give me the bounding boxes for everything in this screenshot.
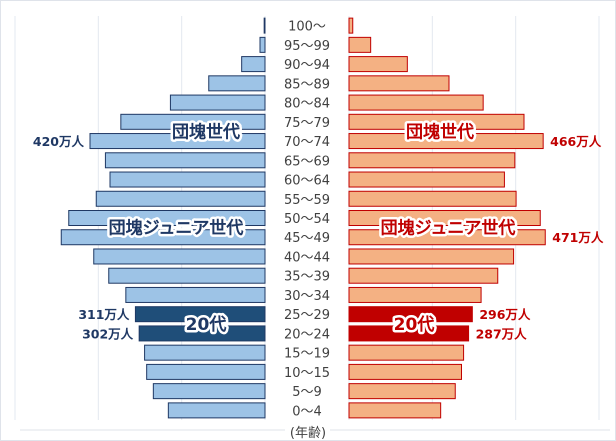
bar-right <box>348 190 517 207</box>
data-label: 302万人 <box>82 326 134 341</box>
age-tick-label: 40～44 <box>284 250 330 265</box>
data-label: 420万人 <box>33 134 85 149</box>
age-tick-label: 30～34 <box>284 289 330 304</box>
bar-right <box>348 267 499 284</box>
data-label: 287万人 <box>476 326 528 341</box>
bar-left <box>95 190 266 207</box>
bar-left <box>144 344 266 361</box>
bar-left <box>108 267 266 284</box>
age-tick-label: 70～74 <box>284 135 330 150</box>
bar-left <box>241 56 266 73</box>
bar-left <box>146 363 266 380</box>
bar-right <box>348 75 450 92</box>
age-tick-label: 0～4 <box>292 404 322 419</box>
annotation-left: 団塊世代 <box>172 121 240 142</box>
bar-left <box>60 229 266 246</box>
age-tick-label: 65～69 <box>284 154 330 169</box>
bar-right <box>348 113 525 130</box>
age-tick-label: 35～39 <box>284 270 330 285</box>
annotation-left: 団塊ジュニア世代 <box>109 218 244 239</box>
bar-right <box>348 325 470 342</box>
bar-right <box>348 171 505 188</box>
annotation-right: 20代 <box>394 314 435 335</box>
data-label: 471万人 <box>552 230 604 245</box>
bar-right <box>348 248 515 265</box>
bar-right <box>348 152 516 169</box>
bar-right <box>348 56 408 73</box>
age-tick-label: 25～29 <box>284 308 330 323</box>
bar-left <box>134 306 266 323</box>
age-tick-label: 90～94 <box>284 58 330 73</box>
age-tick-label: 95～99 <box>284 39 330 54</box>
bar-right <box>348 36 372 53</box>
data-label: 311万人 <box>78 307 130 322</box>
bar-left <box>109 171 266 188</box>
bar-left <box>104 152 266 169</box>
annotation-right: 団塊ジュニア世代 <box>381 218 516 239</box>
age-tick-label: 5～9 <box>292 385 322 400</box>
bar-right <box>348 306 473 323</box>
data-label: 466万人 <box>550 134 602 149</box>
bar-left <box>125 286 266 303</box>
axis-label: (年齢) <box>290 426 326 441</box>
bar-left <box>263 17 266 34</box>
age-tick-label: 55～59 <box>284 193 330 208</box>
age-tick-label: 10～15 <box>284 366 330 381</box>
bar-right <box>348 402 442 419</box>
age-tick-label: 75～79 <box>284 116 330 131</box>
bar-right <box>348 229 546 246</box>
bar-left <box>89 133 266 150</box>
annotation-right: 団塊世代 <box>406 121 474 142</box>
bar-left <box>152 383 266 400</box>
bar-left <box>138 325 266 342</box>
bar-left <box>208 75 266 92</box>
age-tick-label: 45～49 <box>284 231 330 246</box>
age-tick-label: 50～54 <box>284 212 330 227</box>
age-tick-label: 80～84 <box>284 97 330 112</box>
annotation-left: 20代 <box>186 314 227 335</box>
bar-left <box>93 248 266 265</box>
age-tick-label: 85～89 <box>284 77 330 92</box>
bar-right <box>348 286 482 303</box>
bar-right <box>348 94 484 111</box>
age-tick-label: 15～19 <box>284 347 330 362</box>
data-label: 296万人 <box>479 307 531 322</box>
bar-left <box>120 113 266 130</box>
bar-left <box>169 94 266 111</box>
bar-right <box>348 210 541 226</box>
bar-left <box>259 36 266 53</box>
age-tick-label: 20～24 <box>284 327 330 342</box>
age-tick-label: 100～ <box>288 20 326 35</box>
bar-left <box>167 402 266 419</box>
bar-right <box>348 17 354 34</box>
bar-right <box>348 344 465 361</box>
bar-right <box>348 133 544 150</box>
bar-left <box>68 210 266 226</box>
age-tick-label: 60～64 <box>284 174 330 189</box>
bar-right <box>348 363 462 380</box>
bar-right <box>348 383 456 400</box>
